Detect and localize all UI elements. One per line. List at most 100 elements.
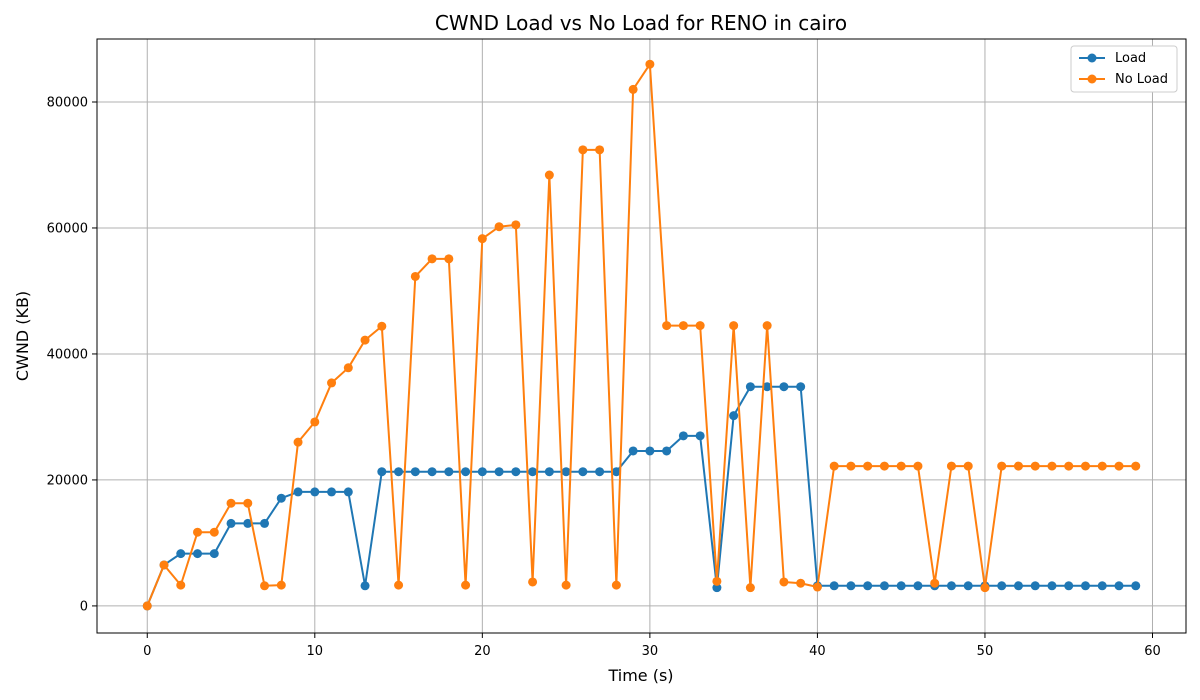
data-point-load — [729, 411, 739, 421]
y-tick-label: 60000 — [47, 221, 88, 236]
data-point-no-load — [879, 461, 889, 471]
data-point-load — [863, 581, 873, 591]
data-point-load — [176, 549, 186, 559]
data-point-no-load — [779, 577, 789, 587]
data-point-no-load — [427, 254, 437, 264]
data-point-no-load — [1114, 461, 1124, 471]
data-point-load — [410, 467, 420, 477]
data-point-load — [528, 467, 538, 477]
data-point-load — [1013, 581, 1023, 591]
data-point-no-load — [695, 321, 705, 331]
data-point-load — [879, 581, 889, 591]
legend-label-no-load: No Load — [1115, 72, 1168, 87]
data-point-load — [1047, 581, 1057, 591]
data-point-no-load — [745, 583, 755, 593]
axis-ticks: 0 10 20 30 40 50 60 0 20000 40000 60000 80000 — [47, 95, 1161, 659]
data-point-load — [511, 467, 521, 477]
data-point-no-load — [678, 321, 688, 331]
data-point-no-load — [930, 578, 940, 588]
data-point-load — [1114, 581, 1124, 591]
series-line-no-load — [146, 63, 1136, 607]
data-point-load — [595, 467, 605, 477]
chart-title: CWND Load vs No Load for RENO in cairo — [435, 11, 847, 35]
data-point-no-load — [946, 461, 956, 471]
data-point-no-load — [1047, 461, 1057, 471]
data-point-no-load — [812, 582, 822, 592]
data-point-no-load — [226, 498, 236, 508]
data-point-load — [310, 487, 320, 497]
data-point-load — [611, 467, 621, 477]
data-point-no-load — [645, 59, 655, 69]
data-point-no-load — [494, 222, 504, 232]
data-point-no-load — [1030, 461, 1040, 471]
data-point-no-load — [611, 580, 621, 590]
data-point-no-load — [896, 461, 906, 471]
x-axis-label: Time (s) — [607, 666, 673, 685]
x-tick-label: 20 — [474, 644, 491, 659]
data-point-no-load — [343, 363, 353, 373]
y-tick-label: 20000 — [47, 473, 88, 488]
data-point-load — [226, 518, 236, 528]
data-point-load — [561, 467, 571, 477]
data-point-no-load — [980, 583, 990, 593]
x-tick-label: 50 — [977, 644, 994, 659]
data-point-load — [1097, 581, 1107, 591]
data-point-load — [193, 549, 203, 559]
data-point-load — [1080, 581, 1090, 591]
plot-area-frame — [96, 38, 1187, 634]
data-point-no-load — [796, 578, 806, 588]
data-point-no-load — [193, 527, 203, 537]
y-tick-label: 40000 — [47, 347, 88, 362]
data-point-no-load — [293, 437, 303, 447]
data-point-load — [360, 581, 370, 591]
data-point-no-load — [628, 84, 638, 94]
data-point-load — [745, 382, 755, 392]
data-point-load — [1030, 581, 1040, 591]
data-point-load — [779, 382, 789, 392]
data-point-no-load — [209, 527, 219, 537]
x-tick-label: 40 — [809, 644, 826, 659]
data-point-load — [796, 382, 806, 392]
data-point-no-load — [712, 576, 722, 586]
data-point-load — [678, 431, 688, 441]
data-point-no-load — [578, 145, 588, 155]
data-point-load — [327, 487, 337, 497]
series-no-load — [142, 59, 1141, 611]
y-tick-label: 80000 — [47, 95, 88, 110]
data-point-load — [1064, 581, 1074, 591]
data-point-no-load — [1064, 461, 1074, 471]
data-point-load — [712, 583, 722, 593]
data-point-no-load — [662, 321, 672, 331]
data-point-load — [913, 581, 923, 591]
data-point-no-load — [327, 378, 337, 388]
data-point-no-load — [310, 417, 320, 427]
data-point-no-load — [243, 498, 253, 508]
data-point-load — [662, 446, 672, 456]
data-point-load — [578, 467, 588, 477]
x-tick-label: 30 — [642, 644, 659, 659]
series-layer — [142, 59, 1141, 611]
data-point-load — [243, 518, 253, 528]
data-point-load — [494, 467, 504, 477]
data-point-no-load — [829, 461, 839, 471]
data-point-no-load — [461, 580, 471, 590]
data-point-no-load — [276, 580, 286, 590]
data-point-load — [829, 581, 839, 591]
x-tick-label: 10 — [307, 644, 324, 659]
data-point-load — [461, 467, 471, 477]
data-point-load — [427, 467, 437, 477]
data-point-no-load — [159, 560, 169, 570]
data-point-no-load — [176, 580, 186, 590]
legend-marker-no-load — [1087, 74, 1097, 84]
data-point-no-load — [528, 577, 538, 587]
data-point-load — [695, 431, 705, 441]
data-point-load — [276, 493, 286, 503]
data-point-no-load — [1097, 461, 1107, 471]
data-point-load — [377, 467, 387, 477]
data-point-no-load — [1131, 461, 1141, 471]
data-point-load — [628, 446, 638, 456]
data-point-no-load — [963, 461, 973, 471]
data-point-load — [209, 549, 219, 559]
data-point-load — [293, 487, 303, 497]
